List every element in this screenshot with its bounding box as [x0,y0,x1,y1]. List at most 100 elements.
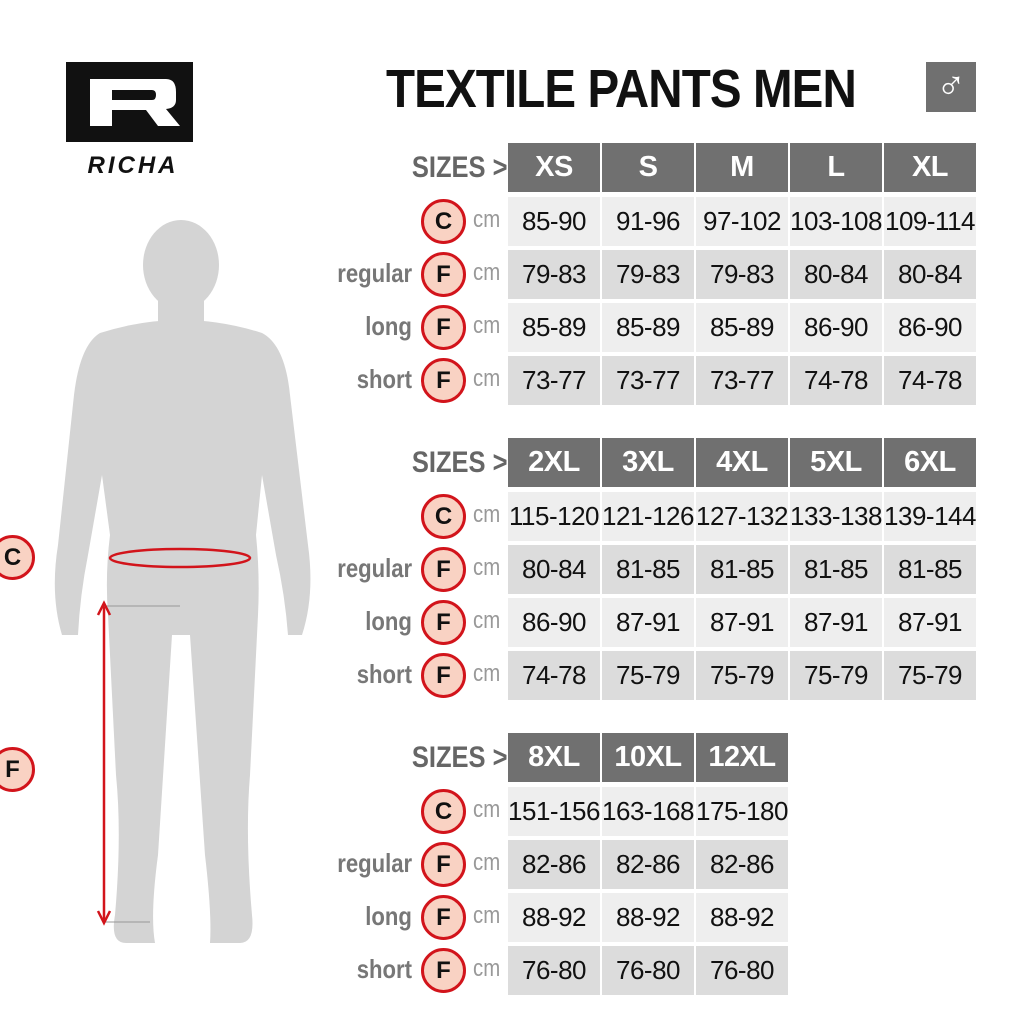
unit-label: cm [473,660,501,687]
leg-length-marker: F [0,747,35,792]
table-cell: 74-78 [508,651,600,700]
fit-label: regular [337,553,412,583]
size-header: XS [508,143,600,192]
table-cell: 73-77 [508,356,600,405]
unit-label: cm [473,796,501,823]
unit-label: cm [473,365,501,392]
size-header: S [602,143,694,192]
table-cell: 74-78 [790,356,882,405]
waist-marker: C [0,535,35,580]
unit-label: cm [473,902,501,929]
measure-marker: F [421,547,466,592]
unit-label: cm [473,206,501,233]
size-header: 3XL [602,438,694,487]
table-cell: 91-96 [602,197,694,246]
measure-marker: F [421,948,466,993]
unit-label: cm [473,554,501,581]
measure-marker: F [421,600,466,645]
table-cell: 80-84 [884,250,976,299]
size-header: 2XL [508,438,600,487]
table-cell: 87-91 [884,598,976,647]
table-cell: 109-114 [884,197,976,246]
table-cell: 82-86 [696,840,788,889]
table-cell: 75-79 [790,651,882,700]
measure-marker: F [421,252,466,297]
sizes-label: SIZES > [412,741,508,774]
measure-marker: F [421,895,466,940]
body-figure: C F [0,215,330,975]
table-cell: 163-168 [602,787,694,836]
size-header: L [790,143,882,192]
sizes-label: SIZES > [412,151,508,184]
table-cell: 86-90 [508,598,600,647]
fit-label: long [365,311,412,341]
table-cell: 80-84 [508,545,600,594]
table-cell: 139-144 [884,492,976,541]
table-cell: 81-85 [696,545,788,594]
richa-logo: RICHA [48,62,218,179]
waist-measure-line [108,547,252,569]
unit-label: cm [473,259,501,286]
table-cell: 88-92 [602,893,694,942]
table-cell: 76-80 [602,946,694,995]
fit-label: short [356,659,412,689]
table-cell: 151-156 [508,787,600,836]
table-cell: 73-77 [602,356,694,405]
table-cell: 88-92 [696,893,788,942]
unit-label: cm [473,312,501,339]
table-cell: 75-79 [696,651,788,700]
table-cell: 85-89 [696,303,788,352]
table-cell: 103-108 [790,197,882,246]
table-cell: 82-86 [508,840,600,889]
measure-marker: F [421,358,466,403]
unit-label: cm [473,849,501,876]
table-cell: 121-126 [602,492,694,541]
fit-label: long [365,901,412,931]
svg-text:RICHA: RICHA [88,152,179,177]
table-cell: 86-90 [790,303,882,352]
table-cell: 76-80 [508,946,600,995]
table-cell: 79-83 [696,250,788,299]
fit-label: short [356,954,412,984]
table-cell: 87-91 [790,598,882,647]
fit-label: regular [337,258,412,288]
table-cell: 81-85 [884,545,976,594]
table-cell: 85-90 [508,197,600,246]
measure-marker: C [421,199,466,244]
table-cell: 115-120 [508,492,600,541]
size-header: XL [884,143,976,192]
table-cell: 97-102 [696,197,788,246]
table-cell: 80-84 [790,250,882,299]
measure-marker: F [421,305,466,350]
table-cell: 86-90 [884,303,976,352]
table-cell: 127-132 [696,492,788,541]
table-cell: 74-78 [884,356,976,405]
table-cell: 73-77 [696,356,788,405]
sizes-label: SIZES > [412,446,508,479]
fit-label: regular [337,848,412,878]
measure-marker: F [421,842,466,887]
table-cell: 76-80 [696,946,788,995]
size-header: 4XL [696,438,788,487]
measure-marker: C [421,789,466,834]
table-cell: 79-83 [602,250,694,299]
unit-label: cm [473,607,501,634]
measure-marker: F [421,653,466,698]
table-cell: 133-138 [790,492,882,541]
size-header: 12XL [696,733,788,782]
table-cell: 88-92 [508,893,600,942]
size-header: 5XL [790,438,882,487]
size-header: 6XL [884,438,976,487]
measure-marker: C [421,494,466,539]
fit-label: long [365,606,412,636]
